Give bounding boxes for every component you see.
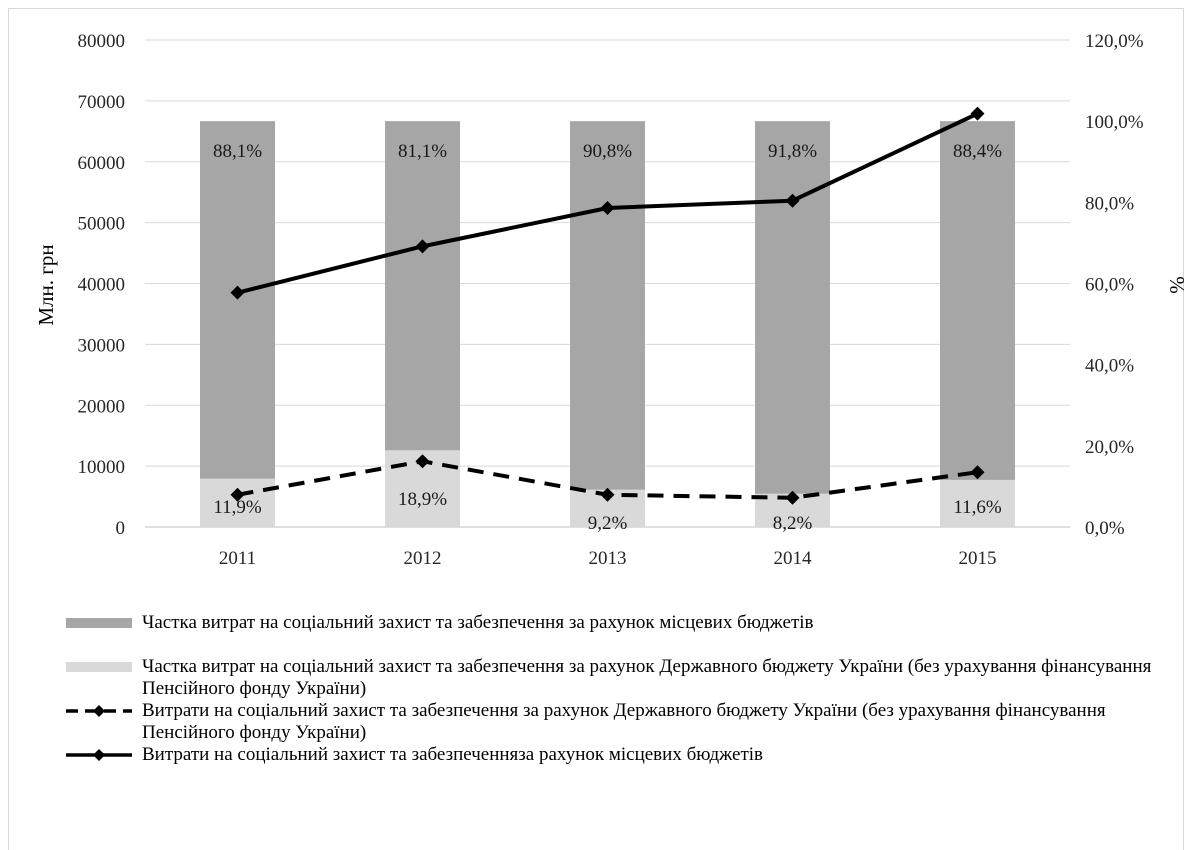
- line-point-marker: [785, 490, 800, 505]
- legend-item-local-expenditure: Витрати на соціальний захист та забезпеч…: [66, 744, 1176, 766]
- legend-dashed-line-diamond: [66, 704, 132, 718]
- y-right-tick-label: 120,0%: [1085, 31, 1144, 52]
- axes: 0 10000 20000 30000 40000 50000 60000 70000 8000…: [78, 31, 1144, 569]
- data-label-state-share: 11,6%: [953, 497, 1002, 518]
- data-label-state-share: 9,2%: [588, 513, 628, 534]
- line-point-marker: [970, 106, 985, 121]
- x-tick-label: 2012: [404, 548, 442, 569]
- bar-state-share: [940, 479, 1015, 527]
- x-tick-label: 2015: [959, 548, 997, 569]
- y-left-tick-label: 20000: [78, 396, 126, 417]
- y-left-tick-label: 0: [116, 518, 126, 539]
- bar-local-share: [570, 121, 645, 490]
- bars: [200, 121, 1015, 527]
- x-tick-label: 2013: [589, 548, 627, 569]
- data-label-local-share: 88,4%: [953, 141, 1002, 162]
- y-right-tick-label: 0,0%: [1085, 518, 1125, 539]
- y-left-tick-label: 50000: [78, 214, 126, 235]
- data-label-state-share: 8,2%: [773, 513, 813, 534]
- y-left-tick-label: 70000: [78, 92, 126, 113]
- line-point-marker: [415, 239, 430, 254]
- line-point-marker: [415, 454, 430, 469]
- legend-label: Частка витрат на соціальний захист та за…: [142, 656, 1152, 699]
- legend-swatch-dark-gray: [66, 616, 132, 630]
- bar-local-share: [385, 121, 460, 451]
- data-label-state-share: 18,9%: [398, 489, 447, 510]
- legend-item-state-share: Частка витрат на соціальний захист та за…: [66, 656, 1176, 700]
- y-axis-right-title: %: [1165, 276, 1189, 294]
- legend-swatch-light-gray: [66, 660, 132, 674]
- bar-state-share: [200, 478, 275, 527]
- line-series: [230, 106, 985, 505]
- chart-frame: [8, 8, 1184, 850]
- line-point-marker: [230, 285, 245, 300]
- line-point-marker: [970, 465, 985, 480]
- y-left-tick-label: 60000: [78, 153, 126, 174]
- y-left-tick-label: 80000: [78, 31, 126, 52]
- line-point-marker: [230, 487, 245, 502]
- y-left-tick-label: 30000: [78, 335, 126, 356]
- data-labels: 88,1% 81,1% 90,8% 91,8% 88,4% 11,9% 18,9% 9,2% 8…: [213, 141, 1002, 534]
- legend-solid-line-diamond: [66, 748, 132, 762]
- y-left-tick-label: 10000: [78, 457, 126, 478]
- data-label-state-share: 11,9%: [213, 497, 262, 518]
- line-point-marker: [785, 193, 800, 208]
- data-label-local-share: 88,1%: [213, 141, 262, 162]
- bar-local-share: [200, 121, 275, 479]
- line-point-marker: [600, 201, 615, 216]
- y-left-tick-label: 40000: [78, 275, 126, 296]
- y-right-tick-label: 100,0%: [1085, 112, 1144, 133]
- legend: Частка витрат на соціальний захист та за…: [66, 612, 1176, 766]
- bar-local-share: [940, 121, 1015, 480]
- data-label-local-share: 81,1%: [398, 141, 447, 162]
- combo-chart: 88,1% 81,1% 90,8% 91,8% 88,4% 11,9% 18,9% 9,2% 8…: [34, 31, 1189, 569]
- x-tick-label: 2011: [219, 548, 256, 569]
- y-axis-left-title: Млн. грн: [34, 244, 58, 325]
- y-right-tick-label: 20,0%: [1085, 437, 1134, 458]
- bar-local-share: [755, 121, 830, 494]
- legend-item-local-share: Частка витрат на соціальний захист та за…: [66, 612, 1176, 634]
- line-point-marker: [600, 487, 615, 502]
- legend-item-state-expenditure: Витрати на соціальний захист та забезпеч…: [66, 700, 1176, 744]
- x-tick-label: 2014: [774, 548, 813, 569]
- legend-label: Частка витрат на соціальний захист та за…: [142, 612, 814, 633]
- legend-label: Витрати на соціальний захист та забезпеч…: [142, 744, 763, 765]
- legend-label: Витрати на соціальний захист та забезпеч…: [142, 700, 1106, 743]
- y-right-tick-label: 80,0%: [1085, 193, 1134, 214]
- data-label-local-share: 91,8%: [768, 141, 817, 162]
- y-right-tick-label: 40,0%: [1085, 356, 1134, 377]
- data-label-local-share: 90,8%: [583, 141, 632, 162]
- y-right-tick-label: 60,0%: [1085, 275, 1134, 296]
